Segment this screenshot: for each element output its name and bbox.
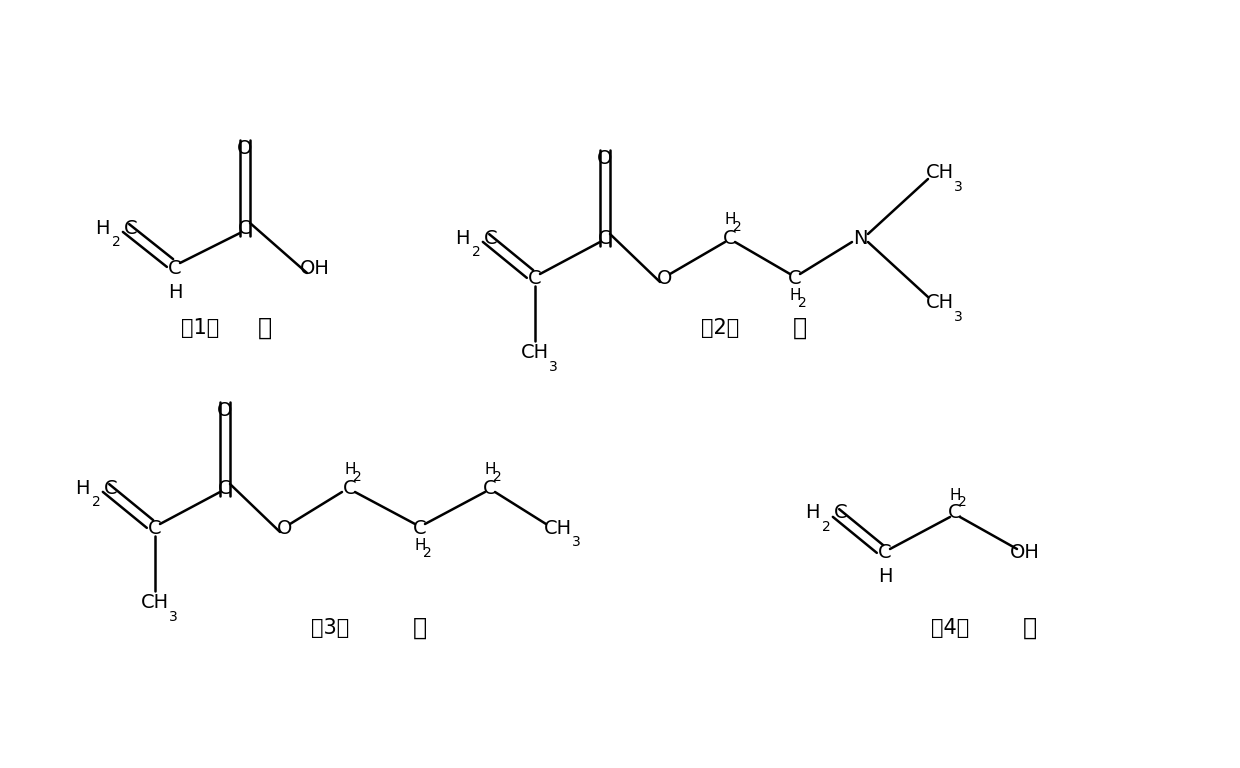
Text: （4）: （4） <box>931 618 970 638</box>
Text: 3: 3 <box>954 310 962 324</box>
Text: 2: 2 <box>472 245 481 259</box>
Text: （3）: （3） <box>311 618 350 638</box>
Text: C: C <box>789 269 802 287</box>
Text: H: H <box>455 229 470 247</box>
Text: 2: 2 <box>957 495 966 509</box>
Text: CH: CH <box>141 594 169 613</box>
Text: O: O <box>217 400 233 419</box>
Text: CH: CH <box>926 164 954 183</box>
Text: H: H <box>724 213 735 227</box>
Text: C: C <box>413 518 427 538</box>
Text: O: O <box>657 269 672 287</box>
Text: H: H <box>806 504 820 522</box>
Text: H: H <box>414 538 425 554</box>
Text: H: H <box>345 462 356 478</box>
Text: CH: CH <box>926 293 954 313</box>
Text: C: C <box>878 544 892 562</box>
Text: C: C <box>343 478 357 498</box>
Text: C: C <box>598 229 611 247</box>
Text: ，: ， <box>413 616 427 640</box>
Text: 2: 2 <box>352 470 361 484</box>
Text: 2: 2 <box>797 296 806 310</box>
Text: 3: 3 <box>572 535 580 549</box>
Text: O: O <box>598 148 613 167</box>
Text: C: C <box>149 518 161 538</box>
Text: H: H <box>76 478 91 498</box>
Text: ，: ， <box>792 316 807 340</box>
Text: H: H <box>950 488 961 502</box>
Text: O: O <box>278 518 293 538</box>
Text: （2）: （2） <box>701 318 739 338</box>
Text: 2: 2 <box>492 470 501 484</box>
Text: O: O <box>237 138 253 157</box>
Text: 3: 3 <box>549 360 558 374</box>
Text: 2: 2 <box>822 520 831 534</box>
Text: H: H <box>485 462 496 478</box>
Text: C: C <box>949 504 962 522</box>
Text: C: C <box>835 504 848 522</box>
Text: OH: OH <box>300 259 330 277</box>
Text: 3: 3 <box>169 610 177 624</box>
Text: C: C <box>104 478 118 498</box>
Text: H: H <box>878 568 893 587</box>
Text: N: N <box>853 229 867 247</box>
Text: 。: 。 <box>1023 616 1037 640</box>
Text: C: C <box>723 229 737 247</box>
Text: C: C <box>528 269 542 287</box>
Text: H: H <box>95 219 110 237</box>
Text: ，: ， <box>258 316 272 340</box>
Text: H: H <box>167 283 182 302</box>
Text: C: C <box>124 219 138 237</box>
Text: C: C <box>169 259 182 277</box>
Text: 2: 2 <box>733 220 742 234</box>
Text: C: C <box>484 229 497 247</box>
Text: CH: CH <box>544 518 572 538</box>
Text: （1）: （1） <box>181 318 219 338</box>
Text: 3: 3 <box>954 180 962 194</box>
Text: 2: 2 <box>92 495 100 509</box>
Text: C: C <box>218 478 232 498</box>
Text: 2: 2 <box>423 546 432 560</box>
Text: C: C <box>238 219 252 237</box>
Text: H: H <box>789 289 801 303</box>
Text: CH: CH <box>521 343 549 362</box>
Text: OH: OH <box>1011 544 1040 562</box>
Text: C: C <box>484 478 497 498</box>
Text: 2: 2 <box>112 235 120 249</box>
